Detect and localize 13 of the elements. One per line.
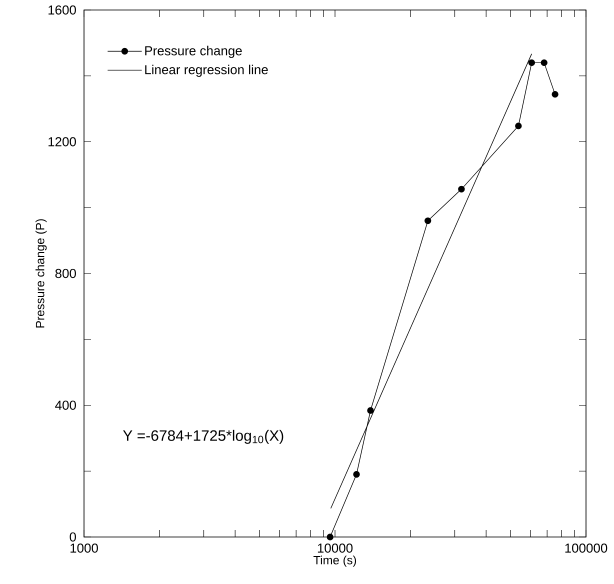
y-axis-title: Pressure change (P) xyxy=(36,219,47,328)
y-tick-label: 1200 xyxy=(48,137,76,146)
legend-label: Linear regression line xyxy=(145,64,268,77)
legend-label: Pressure change xyxy=(145,46,242,58)
y-tick-label: 400 xyxy=(55,400,76,410)
annotation: Y =-6784+1725*log$_{10}$(X) xyxy=(123,430,284,444)
x-tick-label: 10000 xyxy=(318,544,353,553)
y-tick-label: 1600 xyxy=(48,5,76,15)
y-tick-label: 800 xyxy=(55,268,76,278)
x-tick-label: 1000 xyxy=(70,544,98,553)
x-axis-title: Time (s) xyxy=(314,556,356,567)
y-tick-label: 0 xyxy=(70,532,76,542)
x-tick-label: 100000 xyxy=(565,544,608,553)
